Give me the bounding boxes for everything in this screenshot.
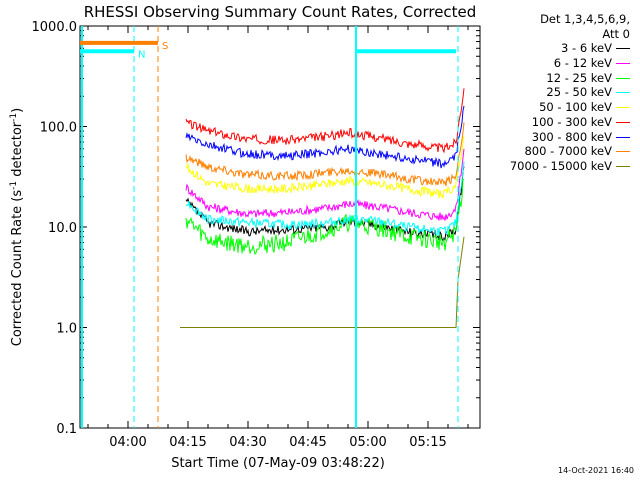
- series-line: [185, 161, 465, 236]
- x-tick-label: 04:45: [289, 435, 326, 450]
- legend-item: 50 - 100 keV: [484, 100, 632, 115]
- legend-label: 12 - 25 keV: [546, 70, 612, 85]
- series-line: [185, 148, 465, 221]
- legend-item: 25 - 50 keV: [484, 85, 632, 100]
- flag-label: S: [162, 41, 168, 52]
- y-tick-label: 0.1: [56, 422, 77, 437]
- y-axis-label-post: ): [10, 108, 25, 113]
- footer-date: 14-Oct-2021 16:40: [558, 466, 634, 475]
- legend-header-detectors: Det 1,3,4,5,6,9,: [540, 12, 630, 26]
- x-tick-label: 04:15: [169, 435, 206, 450]
- legend-label: 25 - 50 keV: [546, 85, 612, 100]
- x-tick-label: 05:00: [349, 435, 386, 450]
- legend-rows: 3 - 6 keV 6 - 12 keV 12 - 25 keV 25 - 50 ke…: [484, 41, 632, 173]
- flag-label: N: [138, 49, 145, 60]
- series-line: [185, 178, 465, 255]
- legend: Det 1,3,4,5,6,9, Att 0 3 - 6 keV 6 - 12 k…: [484, 12, 632, 174]
- legend-swatch: [616, 63, 630, 65]
- legend-item: 12 - 25 keV: [484, 71, 632, 86]
- legend-label: 100 - 300 keV: [531, 114, 612, 129]
- legend-swatch: [616, 48, 630, 50]
- x-tick-label: 05:15: [409, 435, 446, 450]
- legend-item: 7000 - 15000 keV: [484, 159, 632, 174]
- x-axis-label: Start Time (07-May-09 03:48:22): [171, 456, 385, 471]
- legend-swatch: [616, 165, 630, 167]
- chart-title: RHESSI Observing Summary Count Rates, Co…: [84, 3, 477, 21]
- legend-label: 50 - 100 keV: [539, 100, 612, 115]
- y-axis-label-sup2: -1: [9, 113, 19, 122]
- legend-item: 300 - 800 keV: [484, 130, 632, 145]
- legend-swatch: [616, 92, 630, 94]
- legend-label: 6 - 12 keV: [553, 56, 612, 71]
- legend-item: 100 - 300 keV: [484, 115, 632, 130]
- legend-item: 6 - 12 keV: [484, 56, 632, 71]
- series-line: [185, 105, 465, 169]
- legend-swatch: [616, 136, 630, 138]
- x-tick-label: 04:30: [229, 435, 266, 450]
- series-line: [185, 122, 465, 187]
- legend-header-attenuator: Att 0: [602, 26, 630, 41]
- legend-swatch: [616, 121, 630, 123]
- legend-item: 3 - 6 keV: [484, 41, 632, 56]
- y-axis-label: Corrected Count Rate (s-1 detector-1): [9, 108, 25, 346]
- y-tick-label: 10.0: [48, 221, 77, 236]
- series-line: [185, 136, 465, 199]
- flag-layer: NS: [80, 26, 459, 428]
- legend-label: 7000 - 15000 keV: [509, 158, 612, 173]
- legend-item: 800 - 7000 keV: [484, 144, 632, 159]
- legend-swatch: [616, 151, 630, 153]
- legend-label: 300 - 800 keV: [531, 129, 612, 144]
- plot-frame: [79, 25, 481, 429]
- axis-ticks: 0.1 1.0 10.0 100.0 1000.0 04:00 04:15 04:30 04:4…: [32, 20, 480, 450]
- series-layer: [180, 88, 465, 328]
- legend-label: 800 - 7000 keV: [524, 144, 612, 159]
- y-tick-label: 1000.0: [32, 20, 78, 35]
- legend-swatch: [616, 107, 630, 109]
- y-tick-label: 1.0: [56, 322, 77, 337]
- legend-label: 3 - 6 keV: [561, 41, 612, 56]
- y-axis-label-mid: detector: [10, 121, 25, 181]
- series-line: [180, 236, 465, 328]
- y-tick-label: 100.0: [40, 121, 77, 136]
- y-axis-label-sup1: -1: [9, 181, 19, 190]
- legend-swatch: [616, 77, 630, 79]
- x-tick-label: 04:00: [109, 435, 146, 450]
- y-axis-label-pre: Corrected Count Rate (s: [10, 190, 25, 347]
- series-line: [185, 88, 465, 154]
